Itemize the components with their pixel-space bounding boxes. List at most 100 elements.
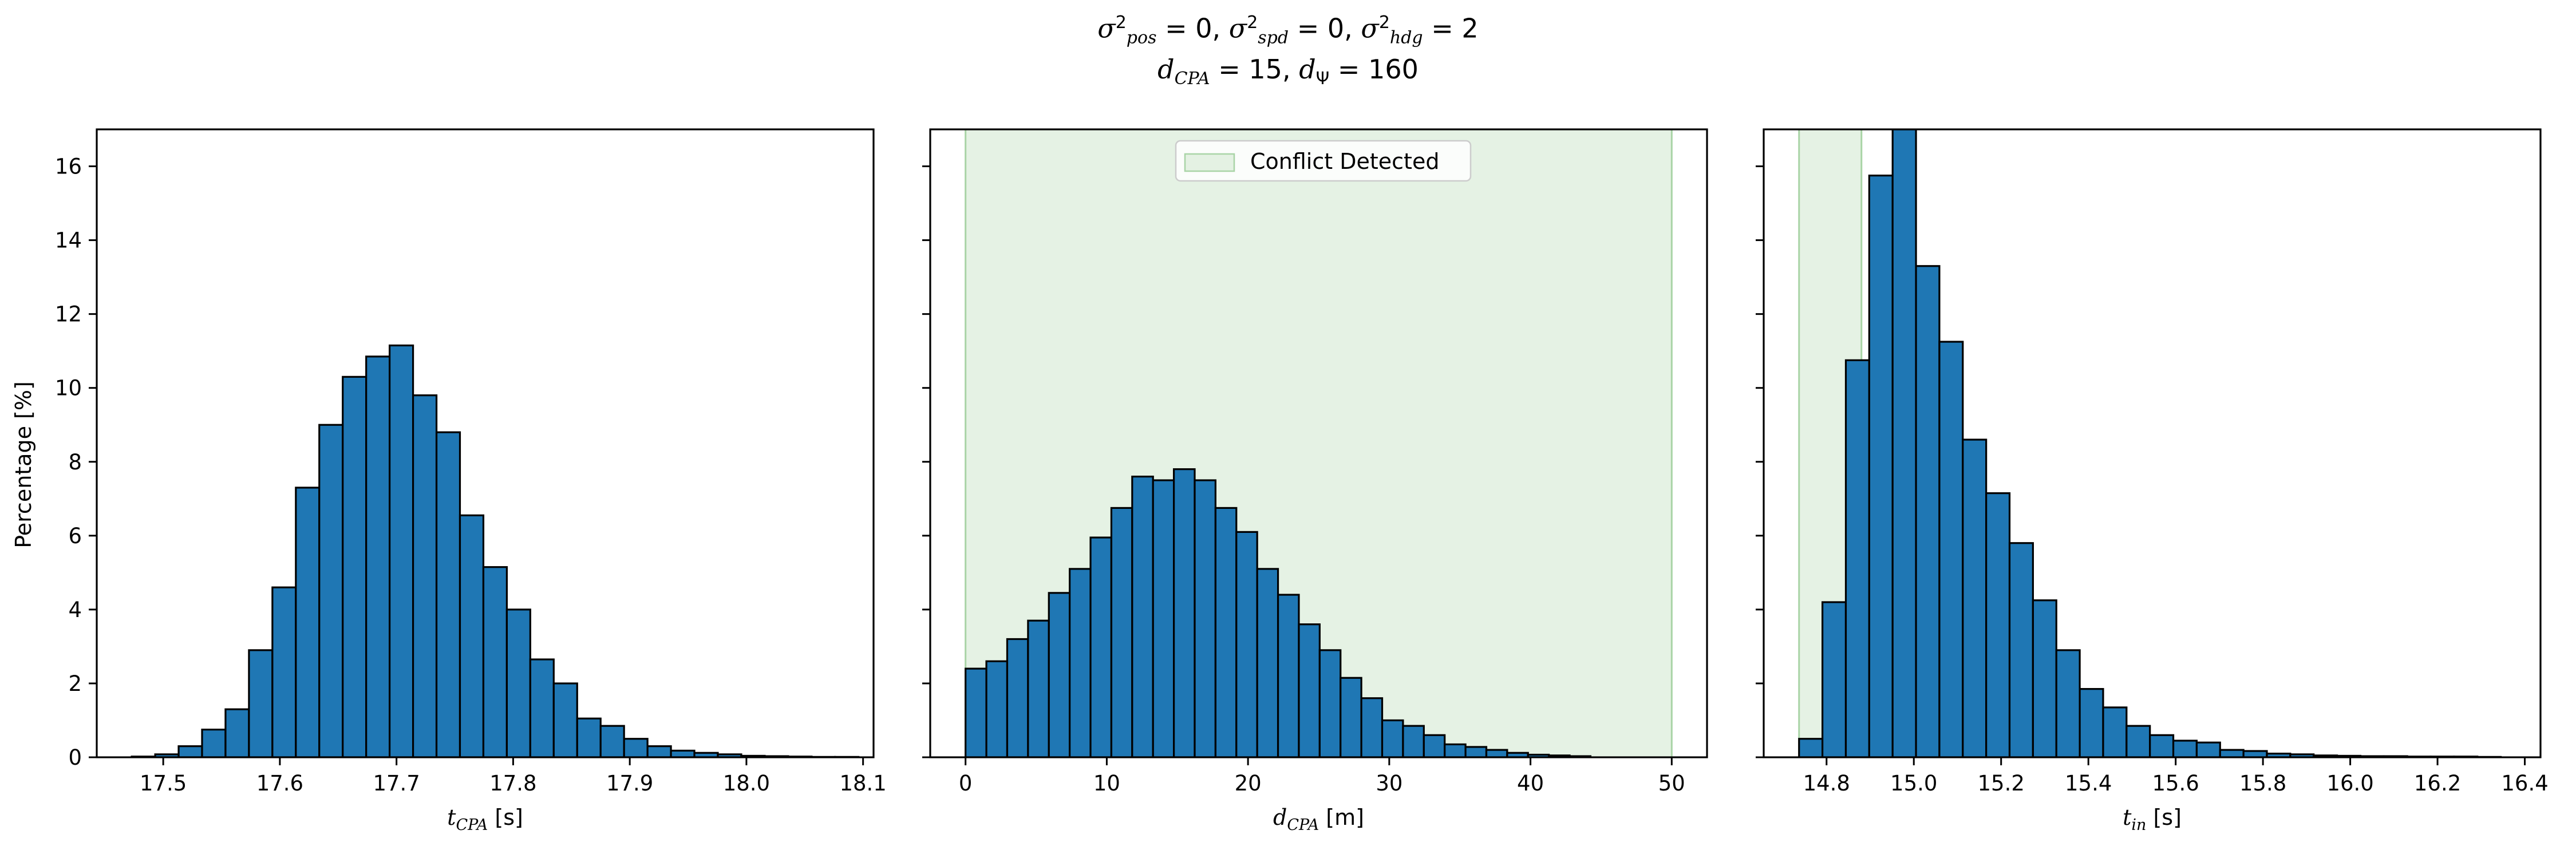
histogram-t-cpa: 17.5 17.6 17.7 17.8 17.9 18.0 18.1 0 2 4 6 8 10 12 14 1… (55, 128, 887, 834)
histogram-bar (2219, 749, 2245, 757)
y-tick-label: 8 (68, 450, 82, 475)
histogram-bar (389, 344, 414, 757)
y-tick-label: 2 (68, 671, 82, 696)
x-tick-label: 17.7 (373, 771, 420, 796)
figure-title-line1: σ2pos = 0, σ2spd = 0, σ2hdg = 2 (1097, 13, 1479, 48)
histogram-bar (459, 514, 485, 757)
histogram-bar (248, 649, 274, 757)
histogram-bar (2032, 599, 2057, 757)
histogram-bar (1235, 531, 1258, 757)
histogram-bar (201, 729, 227, 757)
histogram-bar (1340, 677, 1362, 757)
histogram-bar (1915, 265, 1941, 757)
legend-label: Conflict Detected (1250, 149, 1439, 174)
histogram-bar (1798, 738, 1824, 757)
plot-area (131, 344, 860, 757)
x-tick-label: 17.5 (140, 771, 187, 796)
x-tick-label: 14.8 (1803, 771, 1850, 796)
x-tick-label: 30 (1376, 771, 1402, 796)
y-axis-label: Percentage [%] (11, 381, 36, 548)
histogram-bar (2195, 741, 2221, 757)
histogram-bar (1277, 594, 1300, 757)
plot-area (965, 129, 1673, 757)
x-tick-label: 15.6 (2152, 771, 2199, 796)
histogram-d-cpa: 0 10 20 30 40 50 dCPA [m] Conflict Detected (922, 128, 1708, 834)
x-tick-label: 40 (1517, 771, 1544, 796)
histogram-bar (2102, 706, 2128, 757)
x-axis-label: tCPA [s] (447, 805, 523, 834)
legend-swatch (1184, 153, 1235, 172)
x-tick-label: 10 (1093, 771, 1120, 796)
x-tick-label: 17.6 (256, 771, 303, 796)
histogram-bar (1381, 719, 1404, 757)
x-tick-label: 16.4 (2501, 771, 2548, 796)
y-tick-label: 10 (55, 376, 82, 401)
histogram-bar (1444, 743, 1467, 757)
histogram-bar (965, 667, 987, 757)
histogram-bar (985, 660, 1009, 757)
histogram-bar (670, 749, 696, 757)
histogram-bar (1006, 638, 1029, 757)
histogram-bar (1485, 749, 1508, 757)
x-axis-label: dCPA [m] (1273, 805, 1364, 834)
histogram-bar (1891, 129, 1917, 757)
histogram-bar (2055, 649, 2081, 757)
histogram-bar (1360, 697, 1384, 757)
histogram-bar (1822, 601, 1847, 757)
x-tick-label: 17.9 (606, 771, 653, 796)
histogram-bar (1027, 619, 1050, 757)
x-tick-label: 0 (959, 771, 973, 796)
histogram-bar (1089, 536, 1113, 757)
histogram-bar (646, 745, 672, 757)
histogram-bar (2079, 688, 2104, 757)
axes-frame (96, 128, 875, 758)
histogram-bar (1048, 592, 1071, 757)
histogram-bar (1318, 649, 1342, 757)
axes-frame (1763, 128, 2542, 758)
histogram-bar (576, 717, 602, 757)
histogram-bar (1194, 479, 1216, 757)
histogram-bar (1423, 734, 1446, 757)
x-tick-label: 15.2 (1978, 771, 2025, 796)
histogram-bar (412, 394, 438, 757)
histogram-bar (2008, 542, 2034, 757)
histogram-bar (177, 745, 203, 757)
histogram-bar (1069, 568, 1092, 757)
histogram-bar (1214, 507, 1238, 757)
x-tick-label: 20 (1235, 771, 1262, 796)
histogram-bar (1844, 359, 1870, 757)
x-tick-label: 15.4 (2065, 771, 2112, 796)
axes-frame (929, 128, 1708, 758)
histogram-bar (365, 355, 391, 757)
histogram-bar (1962, 438, 1988, 757)
histogram-bar (599, 725, 625, 757)
histogram-bar (529, 658, 555, 757)
histogram-bar (1402, 725, 1425, 757)
histogram-bar (271, 586, 297, 757)
x-tick-label: 18.1 (839, 771, 886, 796)
histogram-bar (1868, 175, 1894, 757)
histogram-bar (342, 375, 368, 757)
histogram-bar (1110, 507, 1133, 757)
histogram-bar (482, 566, 508, 757)
histogram-bar (1938, 341, 1964, 757)
histogram-bar (435, 431, 461, 757)
x-tick-label: 16.0 (2326, 771, 2373, 796)
histogram-bar (224, 708, 250, 757)
figure-title-line2: dCPA = 15, dΨ = 160 (1157, 54, 1419, 89)
y-tick-label: 0 (68, 745, 82, 770)
histogram-bar (2125, 725, 2151, 757)
histogram-bar (318, 424, 344, 757)
x-tick-label: 17.8 (489, 771, 536, 796)
y-tick-label: 12 (55, 302, 82, 327)
legend: Conflict Detected (1175, 140, 1472, 182)
histogram-bar (505, 608, 531, 757)
x-tick-label: 18.0 (723, 771, 770, 796)
histogram-bar (1173, 468, 1196, 757)
histogram-bar (1985, 492, 2011, 757)
x-tick-label: 50 (1658, 771, 1685, 796)
histogram-bar (1298, 623, 1321, 757)
histogram-t-in: 14.8 15.0 15.2 15.4 15.6 15.8 16.0 16.2 16.4 tin … (1756, 128, 2549, 834)
plot-area (1798, 129, 2502, 757)
